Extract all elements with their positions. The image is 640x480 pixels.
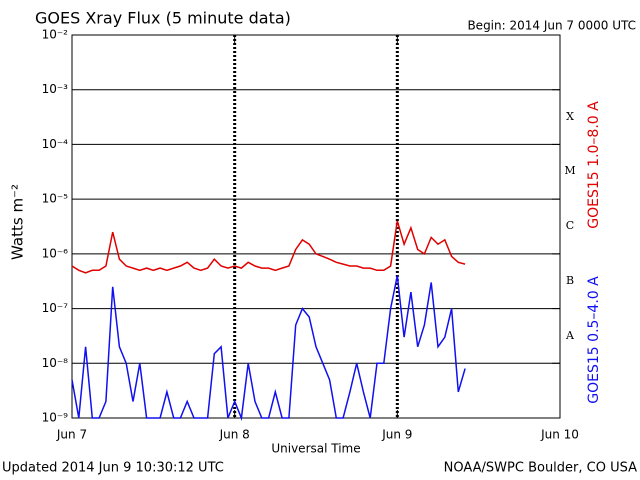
- footer-left: Updated 2014 Jun 9 10:30:12 UTC: [2, 461, 224, 476]
- chart-subtitle: Begin: 2014 Jun 7 0000 UTC: [467, 19, 636, 33]
- y-tick-label: 10⁻⁹: [42, 411, 69, 425]
- class-label: M: [564, 164, 575, 177]
- x-tick-label: Jun 9: [381, 428, 412, 442]
- x-tick-label: Jun 8: [219, 428, 250, 442]
- x-tick-label: Jun 7: [56, 428, 87, 442]
- chart-title: GOES Xray Flux (5 minute data): [35, 9, 291, 28]
- series-line: [71, 275, 466, 421]
- y-tick-label: 10⁻³: [42, 82, 69, 96]
- y-tick-label: 10⁻⁴: [42, 137, 69, 151]
- footer-right: NOAA/SWPC Boulder, CO USA: [444, 461, 637, 476]
- plot-area: [71, 34, 561, 419]
- y-tick-label: 10⁻⁸: [42, 356, 69, 370]
- y-axis-label: Watts m⁻²: [9, 184, 27, 260]
- y-tick-label: 10⁻⁶: [42, 246, 69, 260]
- y-tick-label: 10⁻⁵: [42, 192, 69, 206]
- legend-entry: GOES15 1.0–8.0 A: [586, 101, 602, 229]
- x-tick-label: Jun 10: [540, 428, 579, 442]
- legend-entry: GOES15 0.5–4.0 A: [586, 276, 602, 404]
- class-label: C: [566, 219, 574, 232]
- series-line: [71, 220, 466, 274]
- y-tick-label: 10⁻²: [42, 28, 69, 42]
- class-label: X: [566, 110, 574, 123]
- x-axis-label: Universal Time: [271, 442, 360, 456]
- class-label: B: [566, 274, 574, 287]
- y-tick-label: 10⁻⁷: [42, 301, 69, 315]
- class-label: A: [565, 329, 575, 342]
